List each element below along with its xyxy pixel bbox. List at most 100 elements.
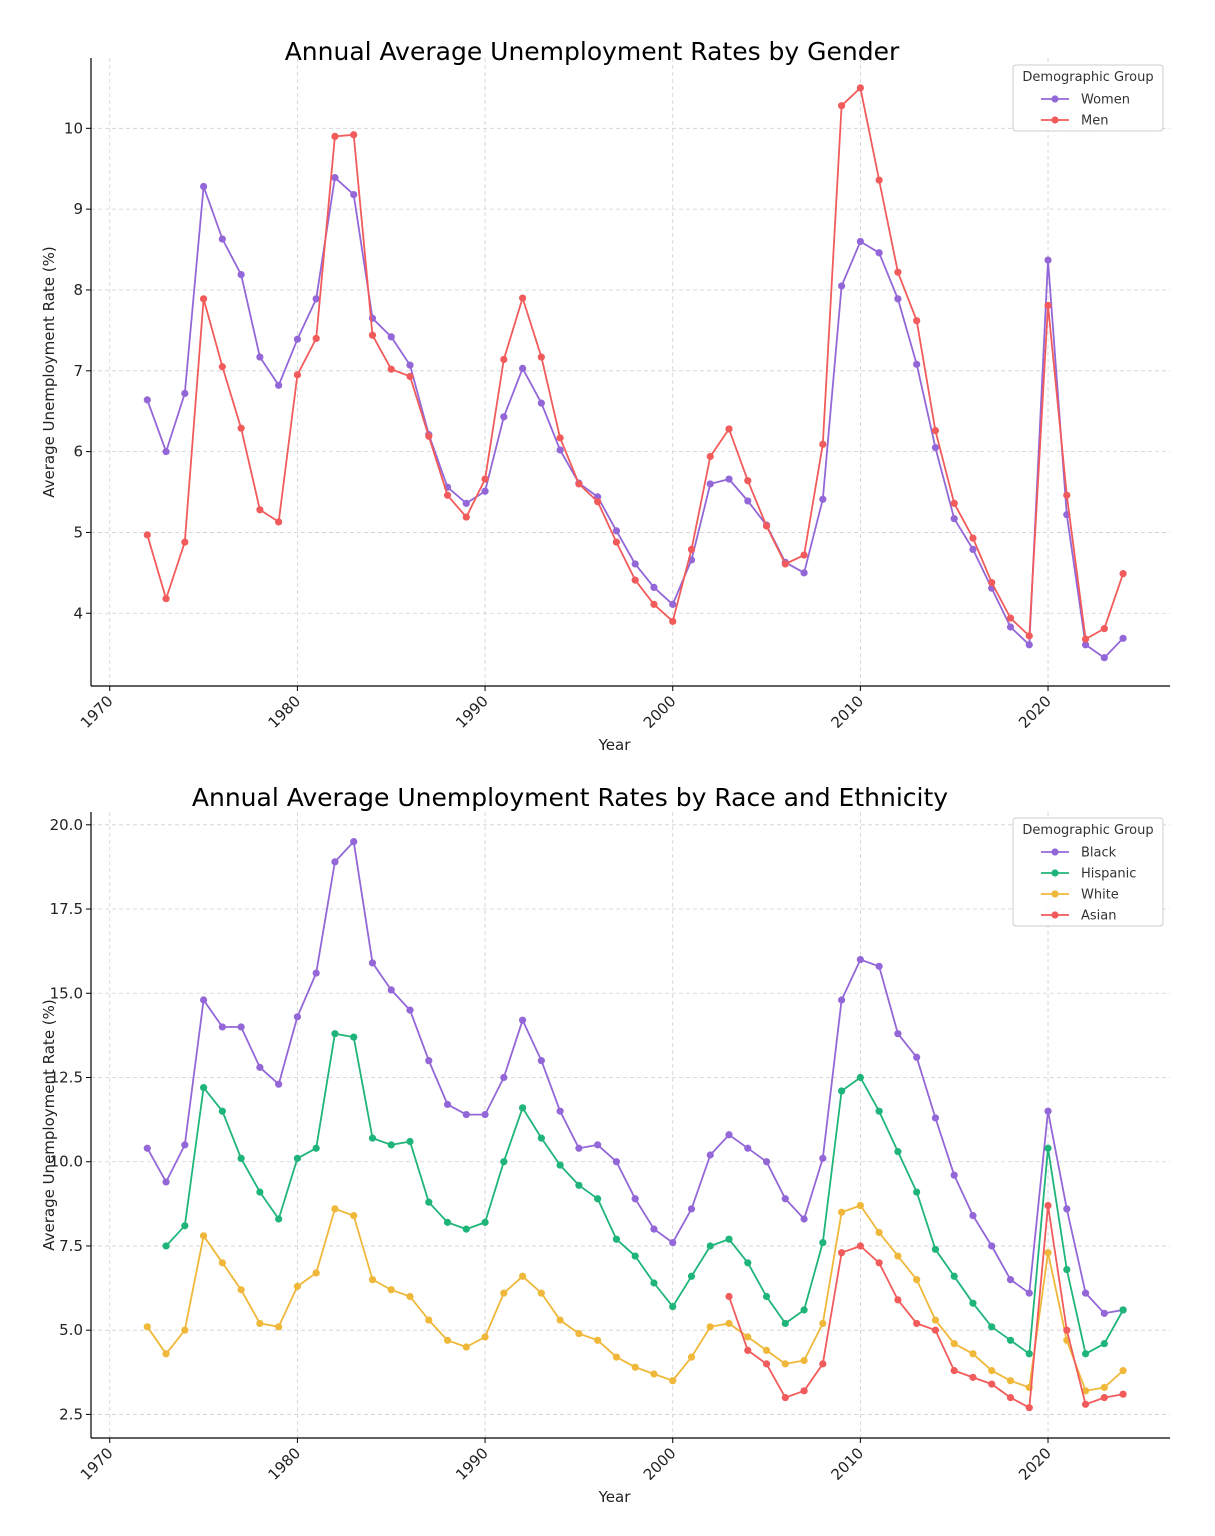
chart-2-series-asian-point [725,1292,733,1301]
chart-1-series-men-point [819,440,827,448]
chart-2-y-tick-label: 12.5 [50,1068,83,1086]
chart-1-series-men-point [199,295,208,303]
chart-2-series-black-point [443,1100,452,1109]
chart-1-series-men-point [275,518,283,526]
chart-2-series-white-point [387,1286,395,1294]
chart-1-x-tick-label: 1970 [77,692,117,732]
chart-1-series-men-point [1119,570,1127,578]
chart-2-series-white-point [781,1360,789,1368]
chart-2-legend-title: Demographic Group [1022,823,1153,838]
chart-2-series-black-point [275,1080,283,1088]
chart-2-series-white-point [425,1316,433,1324]
chart-2-series-hispanic-point [819,1238,827,1247]
chart-1-series-men-point [481,475,489,483]
chart-2-series-asian-point [1063,1326,1071,1334]
chart-2-series-black-point [519,1016,527,1024]
chart-2-series-black-point [537,1057,545,1065]
chart-1-y-tick-label: 4 [73,604,83,622]
chart-1-series-women-point [706,480,714,488]
chart-1-series-women-point [237,271,245,279]
chart-1-series-women-point [387,333,395,341]
chart-2-series-hispanic-point [612,1235,621,1243]
chart-2-series-white-point [556,1316,564,1324]
chart-2-series-black-point [762,1158,771,1166]
chart-1-series-women-point [950,515,958,523]
chart-2-series-hispanic-point [894,1148,902,1156]
chart-1-series-women-point [519,364,527,372]
chart-2-series-black-point [1100,1309,1108,1317]
chart-2-series-black-point [1044,1107,1052,1115]
chart-2-series-black-point [575,1144,583,1152]
chart-2-series-black-point [425,1057,433,1065]
chart-1-legend-title: Demographic Group [1022,70,1153,85]
chart-1-series-men-point [293,371,302,379]
chart-2-series-asian-point [1006,1393,1015,1402]
chart-2-series-hispanic-point [1025,1350,1033,1358]
chart-2-series-asian-line [728,1204,1124,1409]
chart-2-series-white-point [762,1346,771,1355]
chart-1-title: Annual Average Unemployment Rates by Gen… [285,37,900,66]
chart-2-series-white-point [988,1367,996,1375]
chart-1-y-tick-label: 6 [73,443,83,461]
chart-2-series-black-point [181,1141,189,1149]
chart-2-series-hispanic-point [556,1161,564,1169]
chart-2-series-hispanic-point [575,1181,583,1189]
chart-1-series-men-point [612,538,621,546]
chart-1-series-women-point [1119,634,1127,642]
chart-1-series-men-point [1025,632,1033,640]
chart-2-legend-swatch-marker [1051,848,1059,856]
chart-2-series-black-point [875,962,883,970]
chart-1-legend-swatch-marker [1051,116,1059,124]
chart-1-series-men-point [894,268,902,276]
chart-1-series-men-point [913,317,921,325]
chart-2-series-white-point [1006,1377,1015,1385]
chart-2-series-white-point [875,1228,883,1237]
chart-1-series-women-point [650,583,658,591]
chart-2-series-black-point [218,1023,226,1031]
chart-2-series-hispanic-point [350,1033,358,1041]
chart-1-series-men-point [762,522,771,530]
chart-2-series-white-line [146,1204,1124,1392]
chart-1-x-tick-label: 2010 [827,692,867,732]
chart-2-series-asian-point [913,1319,921,1328]
chart-2-series-black-point [744,1144,752,1152]
chart-2-series-hispanic-point [1081,1350,1090,1358]
chart-2-series-hispanic-point [706,1242,714,1250]
chart-1-series-men [143,84,1127,643]
chart-1-series-men-point [181,538,189,546]
chart-2-series-white-point [350,1212,358,1220]
chart-2-series-black-point [838,996,846,1004]
chart-2-series-asian-point [781,1393,789,1402]
chart-2-series-white-point [331,1205,339,1213]
chart-1-series-men-point [406,372,414,381]
chart-2-series-hispanic-point [181,1222,189,1230]
chart-2-series-black-point [856,955,864,964]
chart-2-series-hispanic-point [875,1107,883,1115]
chart-1-series-men-point [969,534,977,542]
chart-2-series-black-point [387,986,395,994]
chart-1-series-men-point [725,425,733,433]
chart-2-series-black-point [669,1238,677,1247]
chart-1-series-men-point [950,499,958,507]
chart-2-y-tick-label: 2.5 [59,1405,83,1423]
chart-2-series-white-point [819,1319,827,1328]
chart-1-series-men-point [237,424,245,432]
chart-2-y-tick-label: 15.0 [50,984,83,1002]
chart-1-series-men-point [256,506,264,514]
chart-2-series-black-point [293,1013,302,1021]
chart-1-x-axis-label: Year [598,736,632,754]
chart-2-series-hispanic-point [500,1158,508,1166]
chart-1-series-men-point [1100,625,1108,633]
chart-2-series-black-point [612,1158,621,1166]
chart-2-series-white-point [931,1316,940,1324]
chart-2-series-white-point [1119,1367,1127,1375]
chart-2-series-hispanic-point [331,1030,339,1038]
chart-2-series-hispanic-point [650,1279,658,1287]
chart-1-y-axis-label: Average Unemployment Rate (%) [40,246,58,498]
chart-1-series-women-point [500,413,508,421]
chart-2-series-asian-point [1081,1400,1090,1408]
chart-2-series-asian-point [819,1360,827,1368]
chart-2-series-white-point [631,1363,639,1371]
chart-1-series-men-point [931,426,940,435]
